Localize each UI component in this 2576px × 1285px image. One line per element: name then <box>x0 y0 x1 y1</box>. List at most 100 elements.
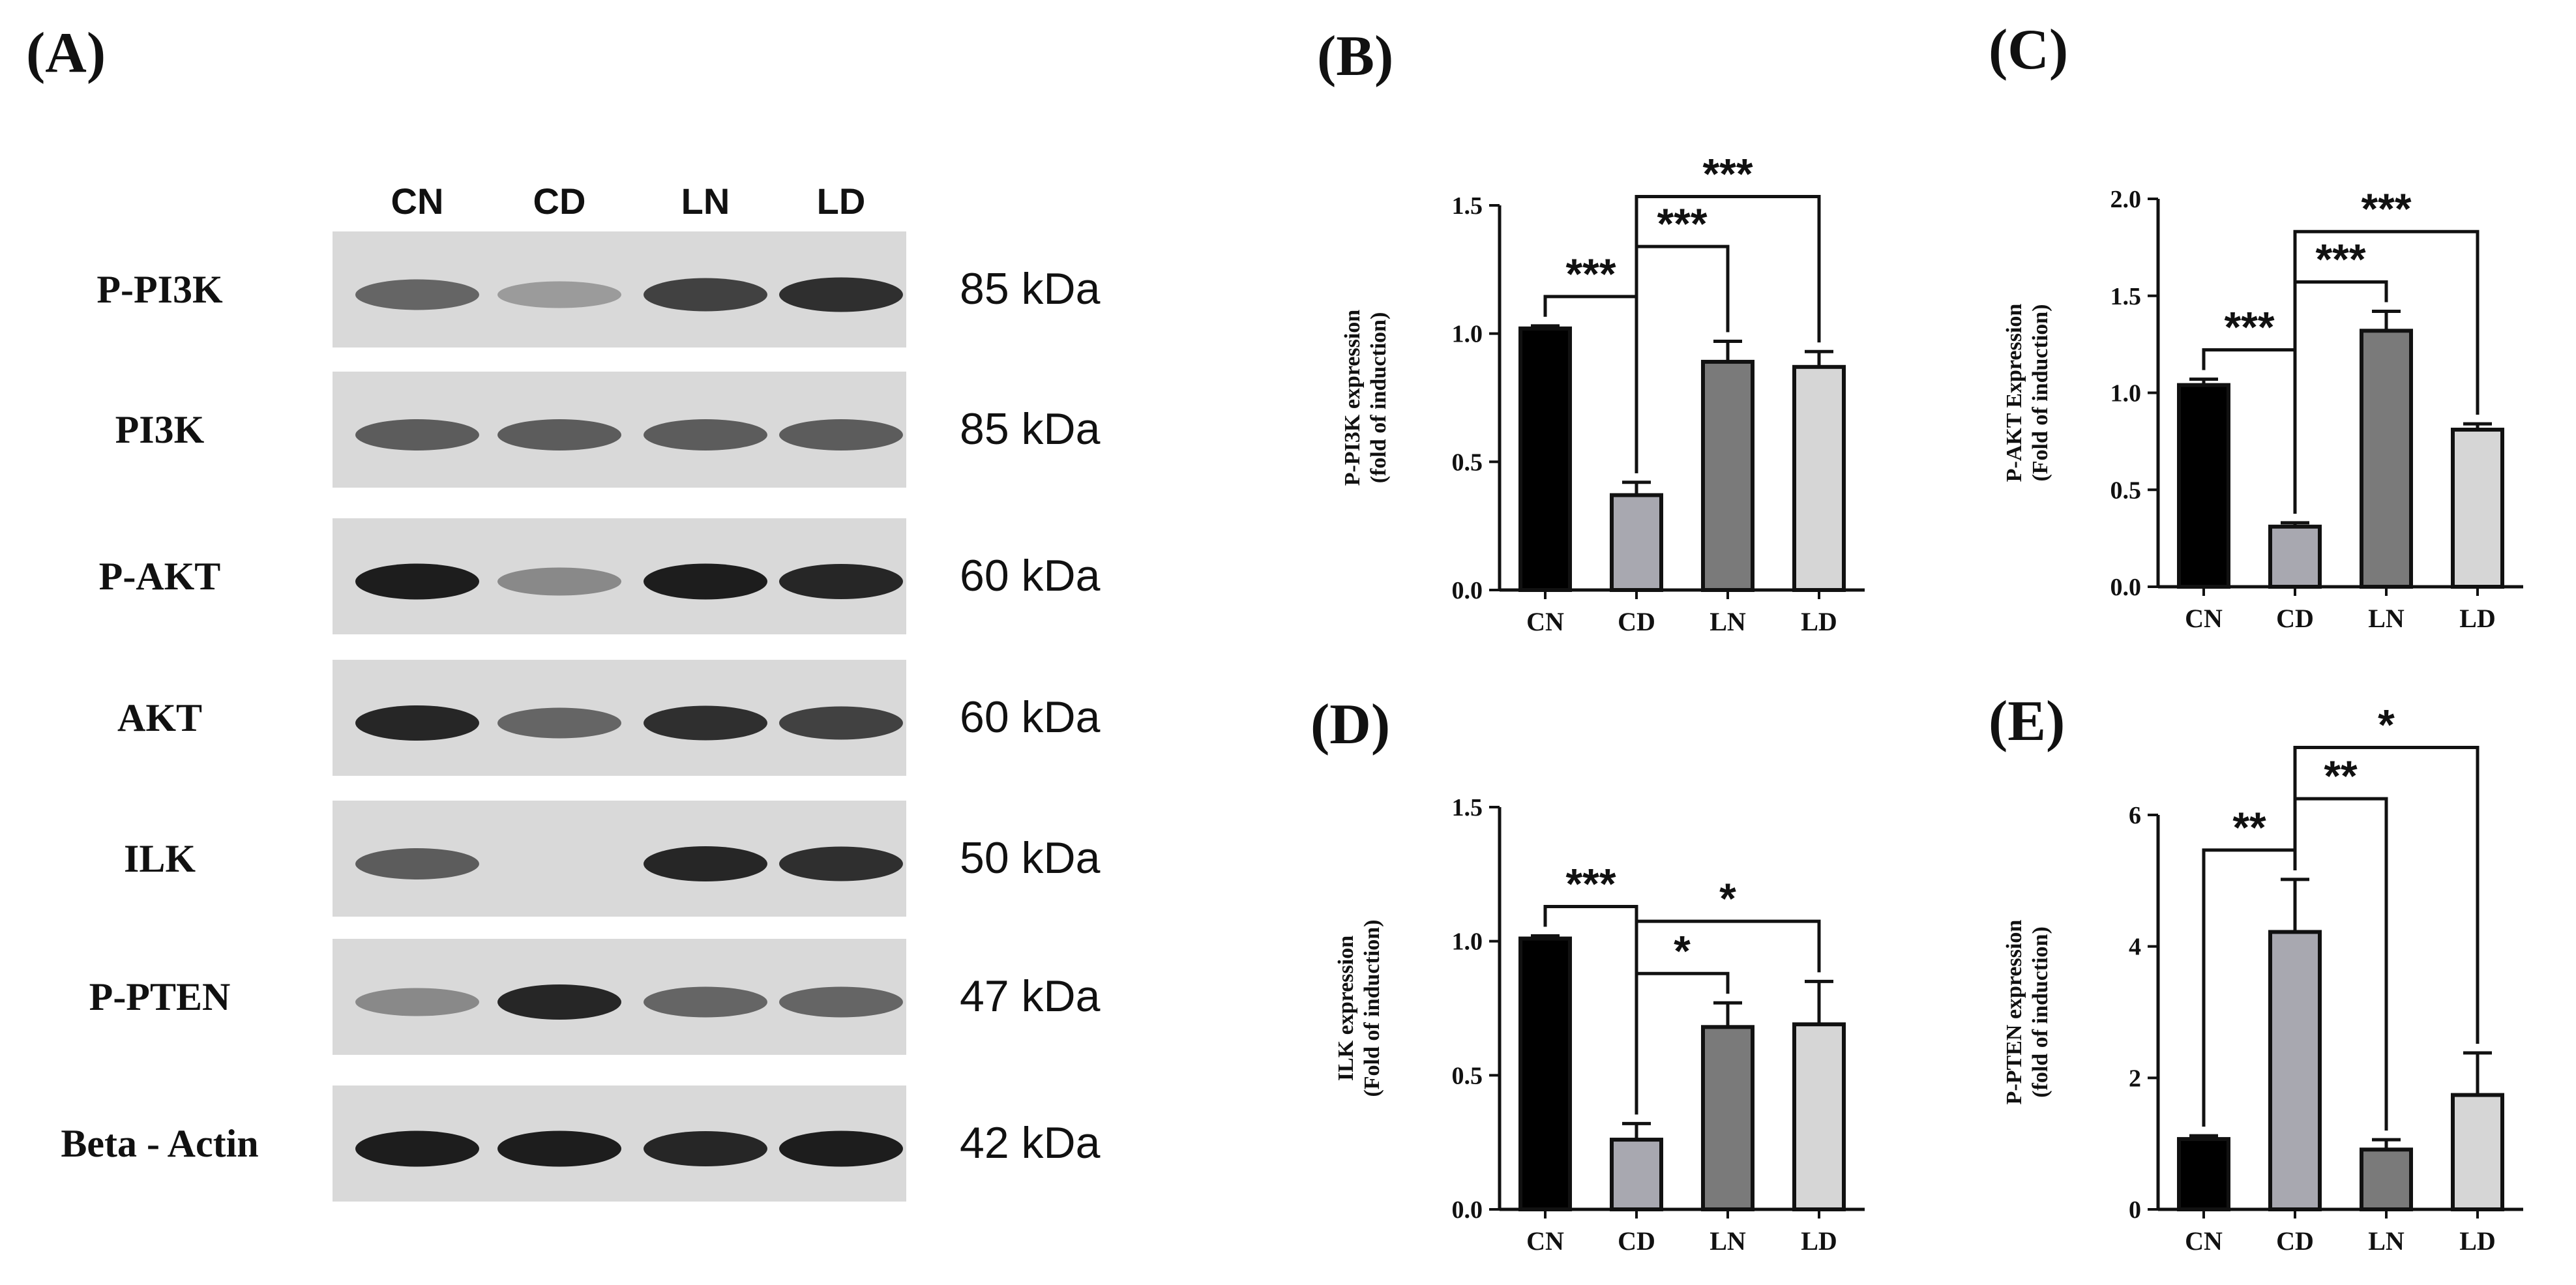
panel-label: (D) <box>1310 693 1390 756</box>
significance-stars: * <box>1674 926 1691 975</box>
panel-label-a: (A) <box>26 22 106 85</box>
bar-chart-panel: (E) P-PTEN expression (fold of induction) 0… <box>1989 690 2523 1256</box>
significance-bracket: *** <box>2202 303 2297 514</box>
bar <box>1792 1022 1846 1212</box>
x-tick-label: LD <box>1801 607 1837 636</box>
y-tick-label: 0.0 <box>2110 574 2142 601</box>
chart-panels: (B)P-PI3K expression (fold of induction)0… <box>1310 18 2523 1256</box>
western-blot-panel: (A) CN CD LN LD P-PI3K 85 kDa PI3K 85 kDa P-AKT… <box>26 22 1101 1202</box>
y-tick-label: 0.5 <box>2110 477 2142 504</box>
significance-bracket: * <box>1635 874 1821 1115</box>
bar <box>2268 930 2322 1211</box>
y-axis-label: (Fold of induction) <box>1360 919 1384 1097</box>
bar <box>2360 329 2413 589</box>
y-tick-label: 1.0 <box>1452 928 1483 956</box>
y-axis-label: (fold of induction) <box>1367 312 1391 484</box>
x-tick-label: LN <box>2368 604 2405 633</box>
x-tick-label: CN <box>1526 607 1564 636</box>
y-tick-label: 1.0 <box>1452 321 1483 348</box>
x-tick-label: CD <box>2276 1226 2314 1256</box>
y-axis-label: P-PI3K expression <box>1340 310 1365 486</box>
bar <box>2451 428 2504 589</box>
blot-band <box>644 419 767 450</box>
y-axis-label: ILK expression <box>1334 936 1358 1081</box>
significance-stars: *** <box>2361 185 2411 233</box>
significance-bracket: *** <box>1635 149 1821 473</box>
y-tick-label: 0.0 <box>1452 577 1483 604</box>
significance-stars: *** <box>2315 235 2365 284</box>
blot-band <box>779 1130 903 1167</box>
blot-size-label: 42 kDa <box>960 1118 1101 1168</box>
blot-size-label: 85 kDa <box>960 404 1101 454</box>
bar <box>1701 1025 1754 1211</box>
y-tick-label: 0.5 <box>1452 449 1483 476</box>
blot-protein-label: PI3K <box>115 408 205 451</box>
blot-size-label: 85 kDa <box>960 264 1101 314</box>
bar <box>1792 364 1846 592</box>
blot-band <box>355 705 479 741</box>
blot-band <box>355 419 479 450</box>
y-tick-label: 0.5 <box>1452 1062 1483 1089</box>
blot-band <box>355 1130 479 1167</box>
significance-stars: *** <box>1702 149 1753 198</box>
x-tick-label: CD <box>2276 604 2314 633</box>
blot-band <box>497 281 621 308</box>
bar-chart-panel: (D) ILK expression (Fold of induction) 0.0 0… <box>1310 693 1865 1256</box>
bar <box>1518 326 1572 592</box>
panel-label: (E) <box>1989 690 2065 753</box>
x-tick-label: CD <box>1618 607 1655 636</box>
blot-lane-label: LN <box>681 181 730 222</box>
blot-size-label: 47 kDa <box>960 971 1101 1021</box>
blot-rows: P-PI3K 85 kDa PI3K 85 kDa P-AKT 60 kDa AKT 60 k… <box>61 231 1101 1202</box>
blot-protein-label: Beta - Actin <box>61 1122 258 1165</box>
x-tick-label: LN <box>2368 1226 2405 1256</box>
bar <box>2177 1137 2230 1211</box>
y-axis-label: (Fold of induction) <box>2028 304 2052 481</box>
significance-stars: ** <box>2324 752 2358 800</box>
blot-band <box>644 563 767 600</box>
blot-band <box>644 1131 767 1166</box>
y-tick-label: 2 <box>2129 1065 2141 1092</box>
y-axis-label: P-AKT Expression <box>2002 304 2026 482</box>
x-tick-label: CN <box>1526 1226 1564 1256</box>
significance-line <box>1635 919 1821 1115</box>
y-axis-label: (fold of induction) <box>2028 926 2052 1098</box>
significance-line <box>2293 229 2480 514</box>
blot-row: ILK 50 kDa <box>124 801 1101 917</box>
blot-protein-label: P-PTEN <box>89 975 231 1018</box>
x-tick-label: LN <box>1710 607 1746 636</box>
significance-stars: * <box>1719 874 1736 923</box>
bar-chart-panel: (B) P-PI3K expression (fold of induction) 0… <box>1317 25 1865 636</box>
blot-band <box>497 419 621 450</box>
y-tick-label: 0 <box>2129 1196 2141 1224</box>
y-tick-label: 0.0 <box>1452 1196 1483 1224</box>
blot-band <box>355 988 479 1016</box>
blot-band <box>355 279 479 310</box>
significance-bracket: *** <box>1543 859 1638 1115</box>
blot-band <box>355 848 479 879</box>
blot-band <box>779 564 903 599</box>
y-tick-label: 6 <box>2129 802 2141 829</box>
bar <box>2177 383 2230 589</box>
bar <box>2451 1093 2504 1212</box>
y-tick-label: 1.5 <box>1452 794 1483 821</box>
x-tick-label: LD <box>1801 1226 1837 1256</box>
blot-lane-label: CD <box>533 181 586 222</box>
bar <box>1610 1138 1663 1212</box>
blot-size-label: 60 kDa <box>960 692 1101 742</box>
blot-band <box>644 846 767 881</box>
blot-lane-labels: CN CD LN LD <box>391 181 866 222</box>
blot-row: P-PI3K 85 kDa <box>96 231 1101 347</box>
bar <box>1610 493 1663 593</box>
significance-stars: ** <box>2232 803 2266 851</box>
significance-stars: * <box>2378 701 2395 749</box>
bar <box>1518 936 1572 1211</box>
x-tick-label: CD <box>1618 1226 1655 1256</box>
bar <box>1701 359 1754 593</box>
blot-band <box>355 563 479 600</box>
blot-lane-label: LD <box>817 181 866 222</box>
bar <box>2360 1147 2413 1212</box>
blot-band <box>644 705 767 741</box>
blot-protein-label: P-PI3K <box>96 268 223 311</box>
